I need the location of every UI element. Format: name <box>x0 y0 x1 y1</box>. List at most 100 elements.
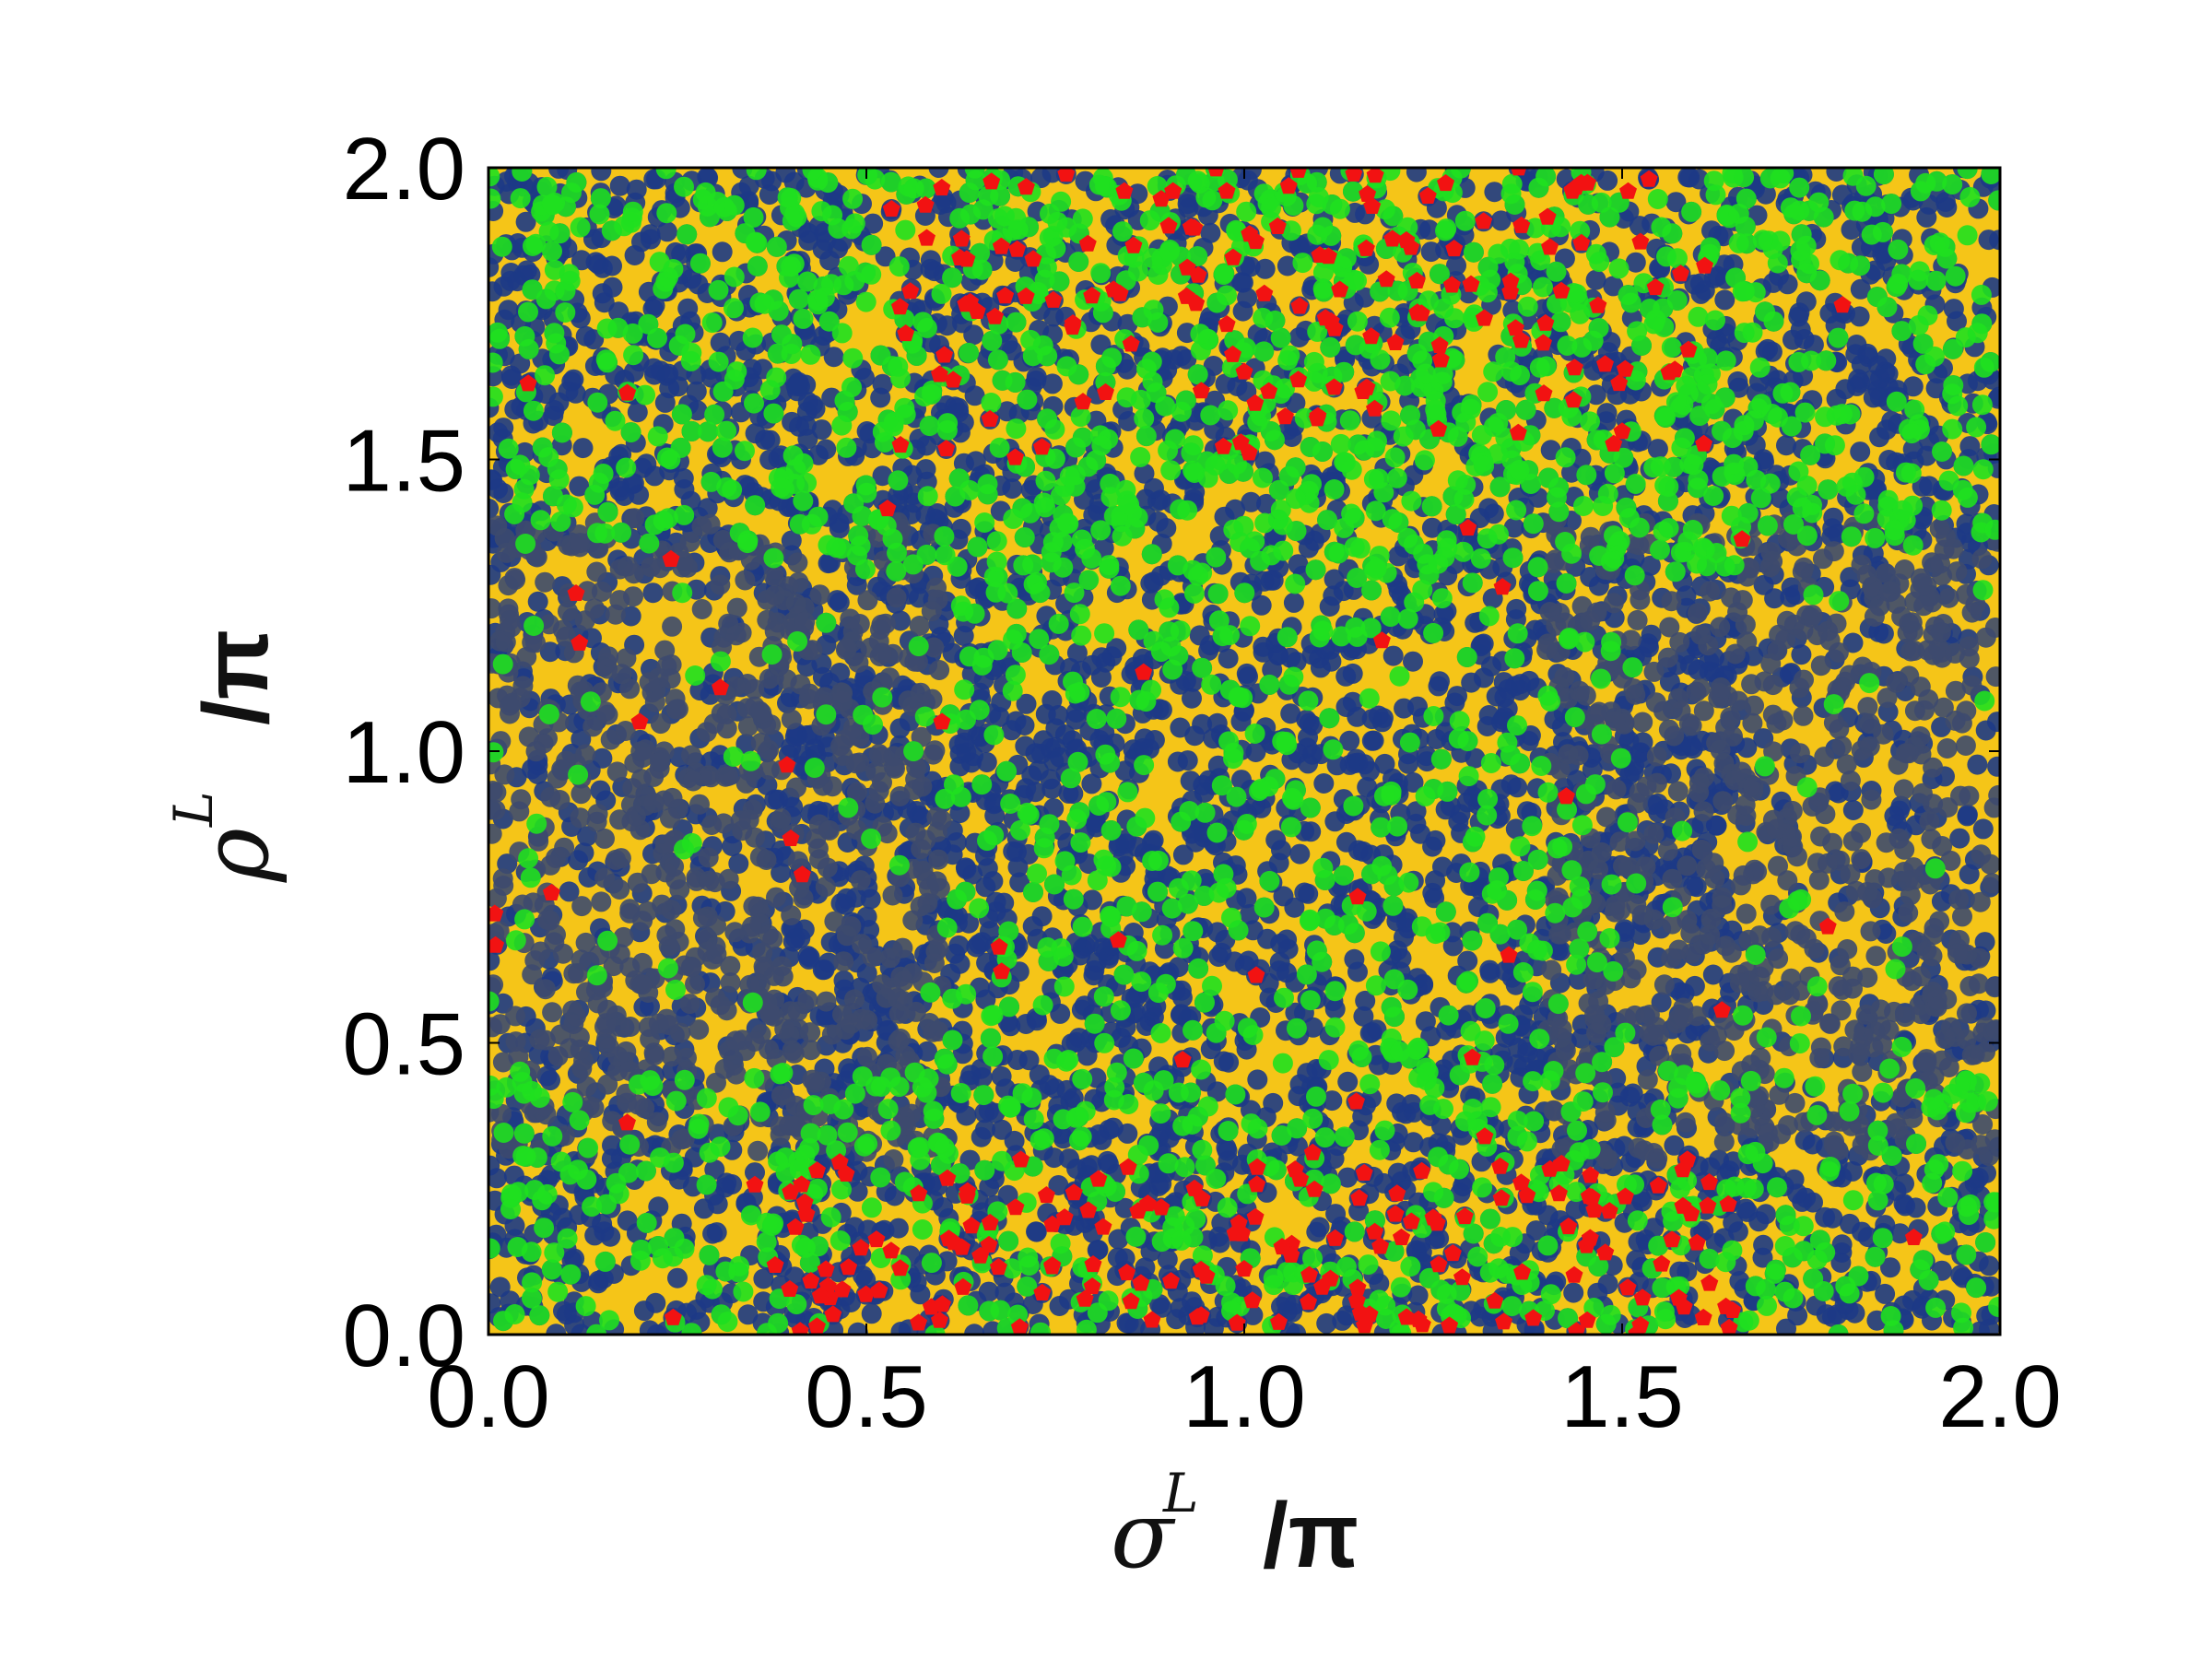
blue-point <box>976 752 997 772</box>
blue-point <box>1300 821 1322 842</box>
blue-point <box>861 1303 882 1324</box>
blue-point <box>546 1324 567 1335</box>
blue-point <box>1029 1065 1050 1085</box>
blue-point <box>1339 754 1360 775</box>
blue-point <box>1421 517 1442 538</box>
blue-point <box>1296 710 1317 730</box>
blue-point <box>1664 1135 1685 1156</box>
blue-point <box>1285 1002 1306 1023</box>
blue-point <box>1015 735 1036 757</box>
blue-point <box>1827 1304 1848 1325</box>
blue-point <box>816 439 837 460</box>
blue-point <box>1647 439 1668 460</box>
blue-point <box>1288 327 1310 347</box>
blue-point <box>1280 703 1301 724</box>
blue-point <box>1172 844 1194 865</box>
blue-point <box>1565 1199 1586 1219</box>
blue-point <box>1108 1229 1129 1250</box>
blue-point <box>1134 463 1155 484</box>
blue-point <box>1461 672 1482 693</box>
blue-point <box>624 245 645 265</box>
blue-point <box>847 1322 868 1335</box>
blue-point <box>1625 252 1646 273</box>
blue-point <box>1422 882 1443 903</box>
blue-point <box>827 590 848 611</box>
blue-point <box>948 935 970 956</box>
blue-point <box>642 582 664 604</box>
blue-point <box>1203 1318 1224 1335</box>
blue-point <box>1426 729 1447 749</box>
blue-point <box>963 324 984 346</box>
blue-point <box>823 347 844 368</box>
blue-point <box>1347 961 1368 982</box>
blue-point <box>1684 274 1705 295</box>
blue-point <box>1236 888 1257 909</box>
blue-point <box>1254 258 1276 279</box>
blue-point <box>1825 781 1846 802</box>
blue-point <box>1850 441 1871 463</box>
blue-point <box>1066 642 1088 664</box>
blue-point <box>1144 477 1164 499</box>
blue-point <box>704 1159 725 1180</box>
blue-point <box>1777 274 1798 295</box>
blue-point <box>1839 1213 1860 1234</box>
blue-point <box>1238 666 1258 688</box>
blue-point <box>1603 276 1624 297</box>
blue-point <box>745 1162 765 1183</box>
blue-point <box>1000 1016 1021 1037</box>
blue-point <box>1031 906 1053 927</box>
blue-point <box>764 789 785 810</box>
blue-point <box>674 479 695 500</box>
blue-point <box>1972 818 1994 840</box>
blue-point <box>1251 594 1272 616</box>
blue-point <box>1090 667 1112 688</box>
blue-point <box>569 476 590 497</box>
blue-point <box>1283 592 1304 613</box>
blue-point <box>1087 1240 1108 1261</box>
blue-point <box>759 184 780 206</box>
blue-point <box>1894 1173 1914 1194</box>
blue-point <box>583 229 604 250</box>
blue-point <box>1752 1247 1773 1268</box>
blue-point <box>570 308 591 329</box>
blue-point <box>1324 998 1346 1019</box>
blue-point <box>565 712 585 734</box>
blue-point <box>942 642 963 664</box>
blue-point <box>1180 771 1201 792</box>
blue-point <box>1503 517 1524 538</box>
blue-point <box>1422 836 1443 857</box>
blue-point <box>1967 754 1988 775</box>
blue-point <box>1481 656 1501 677</box>
blue-point <box>1902 376 1924 397</box>
blue-point <box>1665 192 1687 213</box>
blue-point <box>1147 511 1169 532</box>
blue-point <box>1313 773 1335 794</box>
blue-point <box>1684 975 1705 996</box>
blue-point <box>572 438 594 459</box>
blue-point <box>926 503 947 524</box>
blue-point <box>1457 950 1478 971</box>
blue-point <box>1959 436 1981 457</box>
blue-point <box>1795 1187 1817 1208</box>
blue-point <box>812 959 833 981</box>
blue-point <box>641 229 661 250</box>
blue-point <box>1171 987 1193 1008</box>
blue-point <box>1727 1221 1748 1242</box>
blue-point <box>1849 306 1870 327</box>
blue-point <box>1289 843 1311 865</box>
blue-point <box>617 1210 638 1231</box>
blue-point <box>1585 269 1606 290</box>
blue-point <box>1736 737 1758 759</box>
blue-point <box>819 250 841 271</box>
blue-point <box>1114 1197 1135 1218</box>
blue-point <box>1048 705 1069 725</box>
blue-point <box>687 400 708 421</box>
blue-point <box>563 369 584 390</box>
blue-point <box>1386 1093 1407 1114</box>
blue-point <box>759 449 781 470</box>
blue-point <box>949 953 971 974</box>
blue-point <box>527 591 548 612</box>
blue-point <box>1285 393 1306 414</box>
blue-point <box>965 579 986 599</box>
